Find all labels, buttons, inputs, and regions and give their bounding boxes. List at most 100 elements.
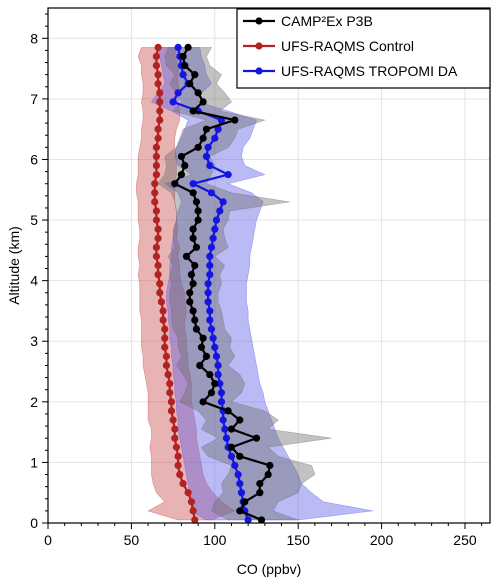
axis-ticks: 0 50 100 150 200 250 0 1 2 3 4 5 6 7 8	[30, 13, 483, 548]
x-axis-label: CO (ppbv)	[237, 561, 302, 577]
data-point	[159, 307, 167, 315]
data-point	[207, 243, 216, 251]
data-point	[174, 89, 182, 97]
data-point	[217, 389, 226, 397]
spread-bands	[136, 47, 374, 521]
data-point	[211, 343, 219, 351]
data-point	[177, 152, 186, 161]
data-point	[152, 216, 161, 224]
x-tick-label: 150	[287, 532, 311, 548]
legend-label: CAMP²Ex P3B	[281, 13, 373, 29]
data-point	[156, 116, 164, 124]
data-point	[221, 425, 229, 433]
data-point	[236, 452, 244, 460]
data-point	[234, 470, 242, 479]
data-point	[206, 161, 214, 170]
data-point	[162, 361, 171, 370]
y-tick-label: 2	[30, 394, 38, 410]
data-point	[219, 198, 227, 206]
data-point	[219, 416, 227, 424]
data-point	[152, 252, 161, 261]
data-point	[192, 325, 201, 333]
data-point	[217, 398, 226, 406]
y-axis-label: Altitude (km)	[6, 226, 22, 305]
data-point	[152, 171, 161, 179]
data-point	[222, 434, 231, 442]
data-point	[206, 270, 214, 279]
y-tick-label: 6	[30, 151, 38, 167]
data-point	[186, 289, 194, 297]
data-point	[244, 516, 252, 524]
data-point	[207, 189, 216, 197]
series-lines	[151, 43, 274, 524]
data-point	[209, 234, 217, 242]
data-point	[211, 134, 219, 142]
data-point	[189, 507, 197, 515]
data-point	[186, 80, 194, 88]
data-point	[151, 198, 159, 206]
data-point	[166, 380, 174, 388]
data-point	[169, 98, 177, 106]
data-point	[162, 352, 171, 360]
data-point	[189, 234, 197, 242]
data-point	[191, 516, 199, 524]
legend-box	[236, 8, 491, 89]
data-point	[152, 143, 161, 151]
data-point	[194, 143, 202, 151]
data-point	[204, 143, 212, 151]
data-point	[174, 461, 182, 470]
data-point	[166, 389, 174, 397]
data-point	[152, 52, 161, 61]
data-point	[154, 134, 162, 142]
data-point	[171, 425, 179, 433]
x-tick-label: 200	[370, 532, 394, 548]
data-point	[214, 361, 222, 370]
data-point	[256, 480, 264, 488]
data-point	[152, 207, 161, 215]
legend-marker	[255, 42, 263, 50]
data-point	[152, 61, 161, 70]
data-point	[191, 316, 199, 324]
data-point	[176, 470, 184, 479]
data-point	[211, 225, 219, 233]
data-point	[172, 443, 181, 451]
legend: CAMP²Ex P3B UFS-RAQMS Control UFS-RAQMS TR…	[236, 8, 491, 89]
data-point	[231, 116, 239, 124]
data-point	[202, 125, 211, 133]
data-point	[171, 180, 179, 188]
data-point	[264, 470, 272, 479]
data-point	[189, 280, 197, 288]
data-point	[167, 407, 176, 415]
legend-label: UFS-RAQMS TROPOMI DA	[281, 63, 458, 79]
data-point	[154, 43, 162, 51]
data-point	[206, 307, 214, 315]
data-point	[207, 389, 216, 397]
data-point	[161, 334, 169, 342]
data-point	[189, 225, 197, 233]
data-point	[206, 316, 214, 324]
data-point	[157, 298, 166, 306]
data-point	[156, 289, 164, 297]
data-point	[152, 243, 161, 251]
y-tick-label: 0	[30, 515, 38, 531]
data-point	[212, 216, 221, 224]
data-point	[179, 480, 187, 488]
data-point	[154, 71, 162, 79]
data-point	[236, 416, 244, 424]
data-point	[199, 134, 207, 142]
data-point	[154, 234, 162, 242]
y-tick-label: 8	[30, 30, 38, 46]
data-point	[154, 270, 162, 279]
data-point	[197, 343, 206, 351]
data-point	[154, 261, 162, 270]
data-point	[199, 334, 207, 342]
data-point	[202, 152, 211, 161]
x-tick-label: 0	[44, 532, 52, 548]
grid-lines	[47, 8, 490, 524]
data-point	[227, 452, 236, 460]
data-point	[186, 298, 194, 306]
data-point	[206, 261, 214, 270]
data-point	[191, 71, 199, 79]
data-point	[179, 71, 187, 79]
data-point	[169, 416, 177, 424]
